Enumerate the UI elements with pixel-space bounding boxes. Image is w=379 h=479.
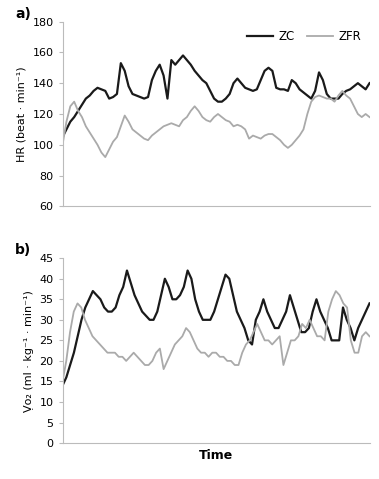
- ZFR: [262, 133, 267, 138]
- Text: b): b): [15, 243, 31, 257]
- Line: ZFR: ZFR: [63, 91, 370, 157]
- ZFR: [251, 133, 255, 138]
- ZC: [303, 329, 307, 335]
- Text: a): a): [15, 7, 31, 21]
- ZC: [136, 300, 141, 306]
- ZC: [336, 96, 341, 102]
- ZFR: [60, 378, 65, 384]
- ZC: [200, 77, 205, 83]
- X-axis label: Time: Time: [199, 449, 233, 462]
- ZC: [60, 134, 65, 140]
- Line: ZFR: ZFR: [63, 291, 370, 381]
- ZFR: [124, 358, 128, 364]
- ZFR: [300, 321, 304, 327]
- ZC: [151, 317, 156, 323]
- ZC: [310, 309, 315, 315]
- ZFR: [281, 362, 286, 368]
- ZC: [262, 68, 267, 74]
- Line: ZC: ZC: [63, 56, 370, 137]
- ZFR: [244, 342, 248, 347]
- ZC: [367, 300, 372, 306]
- ZFR: [336, 92, 341, 98]
- ZFR: [340, 88, 345, 94]
- ZC: [147, 317, 152, 323]
- ZFR: [103, 154, 108, 160]
- ZC: [367, 80, 372, 86]
- ZFR: [367, 114, 372, 120]
- ZC: [247, 87, 251, 92]
- ZC: [181, 53, 185, 58]
- ZFR: [60, 142, 65, 148]
- Line: ZC: ZC: [63, 271, 370, 386]
- ZC: [208, 317, 213, 323]
- Legend: ZC, ZFR: ZC, ZFR: [244, 27, 363, 45]
- ZFR: [200, 114, 205, 120]
- ZC: [274, 85, 279, 91]
- ZC: [125, 268, 129, 274]
- ZFR: [247, 136, 251, 141]
- ZC: [60, 383, 65, 388]
- ZFR: [334, 288, 338, 294]
- ZC: [251, 88, 255, 94]
- Y-axis label: Ṿo₂ (ml · kg⁻¹ · min⁻¹): Ṿo₂ (ml · kg⁻¹ · min⁻¹): [24, 290, 34, 411]
- ZFR: [274, 134, 279, 140]
- ZFR: [105, 350, 110, 355]
- ZFR: [367, 333, 372, 339]
- ZFR: [79, 305, 83, 310]
- Y-axis label: HR (beat · min⁻¹): HR (beat · min⁻¹): [17, 66, 27, 162]
